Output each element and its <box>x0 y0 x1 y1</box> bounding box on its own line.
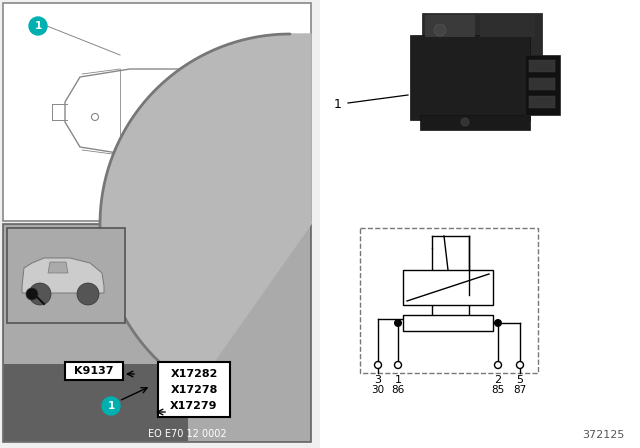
Polygon shape <box>48 262 68 273</box>
Circle shape <box>102 397 120 415</box>
Circle shape <box>495 362 502 369</box>
Text: 30: 30 <box>371 385 385 395</box>
Bar <box>480 15 535 37</box>
Text: X17282: X17282 <box>170 369 218 379</box>
Circle shape <box>494 319 502 327</box>
Bar <box>403 315 493 331</box>
Text: 372125: 372125 <box>582 430 625 440</box>
Bar <box>529 60 555 72</box>
Text: X17278: X17278 <box>170 385 218 395</box>
Circle shape <box>394 319 402 327</box>
Bar <box>529 78 555 90</box>
Text: 3: 3 <box>374 375 381 385</box>
Bar <box>529 96 555 108</box>
Circle shape <box>29 283 51 305</box>
Bar <box>320 0 640 220</box>
Bar <box>403 270 493 305</box>
Bar <box>360 228 538 373</box>
Polygon shape <box>100 34 311 388</box>
Bar <box>4 225 310 441</box>
Text: 2: 2 <box>495 375 502 385</box>
Text: EO E70 12 0002: EO E70 12 0002 <box>148 429 227 439</box>
Text: K9137: K9137 <box>74 366 114 376</box>
Bar <box>320 220 640 448</box>
Text: 87: 87 <box>513 385 527 395</box>
Text: X17279: X17279 <box>170 401 218 411</box>
Text: 1: 1 <box>394 375 401 385</box>
Text: 1: 1 <box>334 99 342 112</box>
Circle shape <box>434 24 446 36</box>
Bar <box>420 115 530 130</box>
Bar <box>425 15 475 37</box>
Circle shape <box>374 362 381 369</box>
Text: 86: 86 <box>392 385 404 395</box>
Circle shape <box>77 283 99 305</box>
Circle shape <box>394 362 401 369</box>
Bar <box>410 35 530 120</box>
Bar <box>3 224 311 442</box>
Circle shape <box>516 362 524 369</box>
Bar <box>525 55 560 115</box>
Bar <box>7 228 125 323</box>
Text: 1: 1 <box>108 401 115 411</box>
Text: 1: 1 <box>35 21 42 31</box>
Bar <box>422 13 542 64</box>
Bar <box>158 362 230 417</box>
Text: 5: 5 <box>516 375 524 385</box>
Circle shape <box>26 288 38 300</box>
Polygon shape <box>22 258 104 293</box>
Circle shape <box>461 118 469 126</box>
Bar <box>3 3 311 221</box>
Bar <box>4 364 188 441</box>
Circle shape <box>29 17 47 35</box>
Text: 85: 85 <box>492 385 504 395</box>
Bar <box>65 362 123 380</box>
